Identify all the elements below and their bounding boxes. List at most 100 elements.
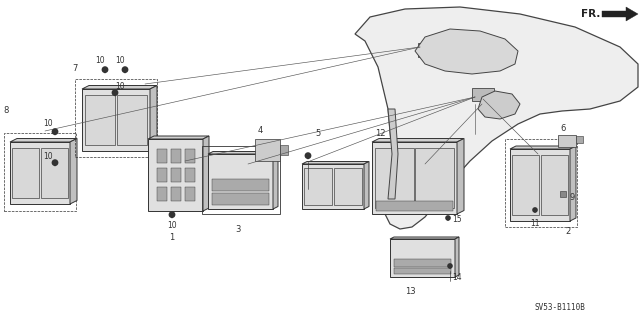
Text: 6: 6 — [560, 124, 565, 133]
Bar — [305, 168, 332, 205]
Circle shape — [52, 160, 58, 165]
Text: 9: 9 — [570, 192, 575, 202]
Bar — [212, 193, 269, 205]
Bar — [510, 149, 570, 221]
Polygon shape — [170, 215, 174, 218]
Circle shape — [305, 153, 310, 158]
Bar — [75, 79, 157, 157]
Bar — [333, 168, 362, 205]
Bar — [171, 187, 181, 201]
Circle shape — [52, 129, 58, 134]
Polygon shape — [455, 237, 459, 277]
Bar — [372, 142, 457, 214]
Polygon shape — [208, 152, 278, 154]
Polygon shape — [626, 7, 638, 21]
Bar — [208, 154, 273, 209]
Bar — [505, 139, 577, 227]
Polygon shape — [415, 29, 518, 74]
Polygon shape — [602, 11, 628, 17]
Bar — [171, 168, 181, 182]
Bar — [394, 268, 451, 274]
Bar — [576, 136, 583, 143]
Bar — [185, 149, 195, 163]
Polygon shape — [457, 138, 464, 214]
Text: 5: 5 — [315, 130, 320, 138]
Bar — [212, 179, 269, 191]
Bar — [472, 88, 494, 101]
Text: 2: 2 — [565, 226, 570, 235]
Bar — [84, 94, 115, 145]
Polygon shape — [570, 146, 576, 221]
Polygon shape — [113, 93, 117, 96]
Polygon shape — [150, 85, 157, 151]
Text: 13: 13 — [405, 286, 415, 295]
Circle shape — [446, 216, 450, 220]
Polygon shape — [273, 152, 278, 209]
Polygon shape — [448, 266, 452, 269]
Bar — [418, 43, 440, 57]
Polygon shape — [70, 138, 77, 204]
Bar — [302, 164, 364, 209]
Polygon shape — [390, 237, 459, 239]
Bar — [513, 155, 540, 214]
Text: 15: 15 — [452, 214, 461, 224]
Bar — [280, 145, 288, 155]
Circle shape — [102, 67, 108, 72]
Bar — [157, 187, 167, 201]
Text: SV53-B1110B: SV53-B1110B — [534, 302, 586, 311]
Bar — [376, 201, 453, 211]
Bar — [541, 155, 568, 214]
Polygon shape — [372, 138, 464, 142]
Bar — [10, 142, 70, 204]
Text: 10: 10 — [43, 120, 53, 129]
Bar — [157, 168, 167, 182]
Bar — [394, 259, 451, 267]
Circle shape — [533, 208, 537, 212]
Circle shape — [122, 67, 128, 72]
Text: 3: 3 — [236, 225, 241, 234]
Polygon shape — [10, 138, 77, 142]
Bar — [185, 187, 195, 201]
Text: 14: 14 — [452, 272, 461, 281]
Polygon shape — [388, 109, 398, 199]
Text: 8: 8 — [3, 107, 8, 115]
Bar — [40, 148, 68, 198]
Bar — [390, 239, 455, 277]
Polygon shape — [103, 70, 108, 73]
Text: 7: 7 — [72, 64, 77, 73]
Text: 1: 1 — [170, 233, 175, 241]
Bar — [255, 139, 280, 161]
Bar — [202, 146, 280, 214]
Text: 11: 11 — [530, 219, 540, 228]
Polygon shape — [123, 70, 127, 73]
Bar — [560, 191, 566, 197]
Polygon shape — [510, 146, 576, 149]
Bar — [116, 94, 147, 145]
Bar — [171, 149, 181, 163]
Text: 12: 12 — [375, 130, 385, 138]
Text: 10: 10 — [167, 221, 177, 231]
FancyArrowPatch shape — [605, 12, 627, 16]
Polygon shape — [446, 218, 450, 221]
Polygon shape — [533, 210, 537, 213]
Polygon shape — [52, 163, 57, 166]
Circle shape — [170, 212, 175, 217]
Bar — [82, 89, 150, 151]
Bar — [148, 139, 203, 211]
Text: FR.: FR. — [580, 9, 600, 19]
Circle shape — [448, 264, 452, 268]
Bar — [4, 133, 76, 211]
Polygon shape — [364, 161, 369, 209]
Bar — [157, 149, 167, 163]
Text: 10: 10 — [115, 56, 125, 65]
Polygon shape — [302, 161, 369, 164]
Bar — [12, 148, 40, 198]
Polygon shape — [355, 7, 638, 229]
Polygon shape — [478, 91, 520, 119]
Bar — [558, 135, 576, 147]
Text: 10: 10 — [43, 152, 53, 161]
Bar — [185, 168, 195, 182]
Text: 10: 10 — [95, 56, 105, 65]
Text: 4: 4 — [258, 127, 263, 136]
Polygon shape — [203, 136, 209, 211]
